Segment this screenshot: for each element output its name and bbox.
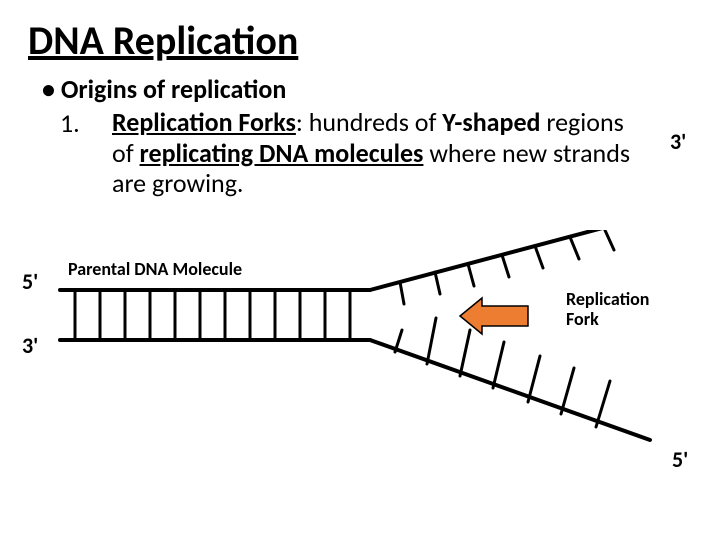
- text: : hundreds of: [296, 106, 442, 138]
- label-5prime-left: 5': [22, 268, 38, 295]
- label-3prime-left: 3': [22, 332, 38, 359]
- item-text: Replication Forks: hundreds of Y-shaped …: [112, 107, 632, 199]
- item-number: 1.: [42, 107, 112, 199]
- label-5prime-right: 5': [672, 446, 688, 473]
- term-yshaped: Y-shaped: [442, 106, 540, 138]
- numbered-item: 1. Replication Forks: hundreds of Y-shap…: [42, 107, 692, 199]
- bullet-block: • Origins of replication 1. Replication …: [42, 73, 692, 199]
- page-title: DNA Replication: [28, 16, 692, 65]
- label-fork: ReplicationFork: [566, 290, 649, 330]
- term-forks: Replication Forks: [112, 106, 296, 138]
- term-replicating: replicating DNA molecules: [140, 137, 424, 169]
- label-3prime-right: 3': [670, 128, 686, 155]
- bullet-lvl1: • Origins of replication: [42, 73, 692, 105]
- label-parental: Parental DNA Molecule: [68, 258, 242, 280]
